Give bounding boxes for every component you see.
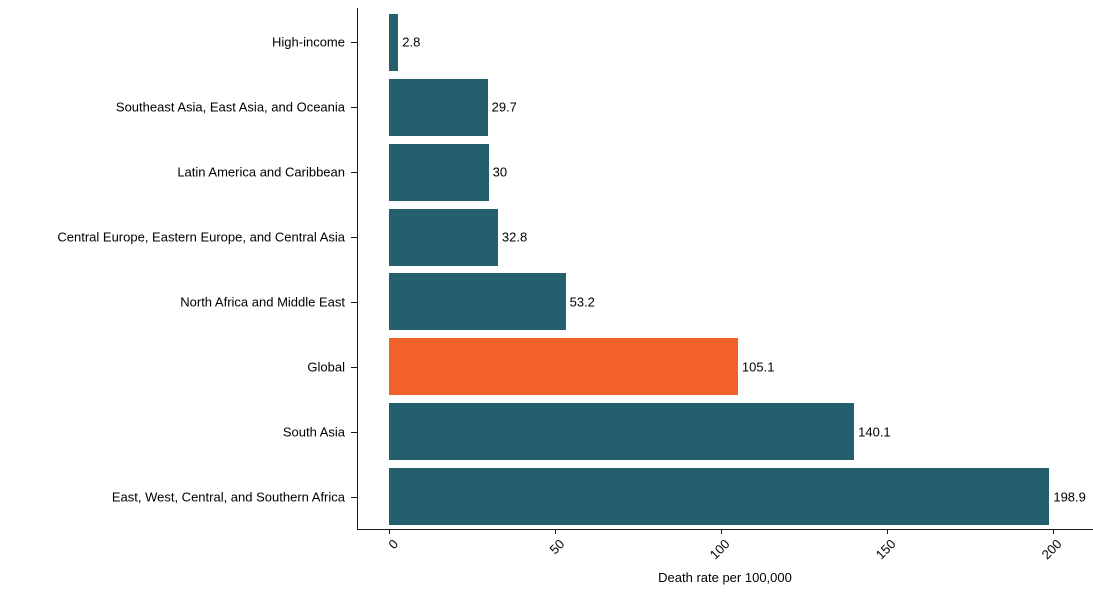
y-tick-mark (351, 496, 357, 498)
value-label: 198.9 (1053, 489, 1086, 505)
bar-segment (389, 13, 399, 71)
bar-segment (389, 208, 498, 266)
bar-segment (389, 78, 488, 136)
y-tick-mark (351, 42, 357, 44)
bar-segment (389, 468, 1050, 526)
value-label: 29.7 (491, 99, 517, 115)
value-label: 53.2 (569, 294, 595, 310)
x-tick-mark (1053, 529, 1054, 534)
bar-highlighted (389, 338, 738, 396)
category-label: Southeast Asia, East Asia, and Oceania (115, 99, 345, 115)
x-tick-mark (555, 529, 556, 534)
y-tick-mark (351, 301, 357, 303)
category-label: Latin America and Caribbean (177, 164, 345, 180)
value-label: 30 (492, 164, 508, 180)
category-label: East, West, Central, and Southern Africa (111, 489, 345, 505)
y-axis-line (357, 8, 358, 529)
x-tick-label: 0 (385, 536, 401, 553)
y-tick-mark (351, 366, 357, 368)
bar-segment (389, 403, 855, 461)
category-label: South Asia (282, 424, 345, 440)
x-tick-mark (389, 529, 390, 534)
x-tick-label: 150 (872, 536, 899, 563)
y-tick-mark (351, 237, 357, 239)
value-label: 105.1 (741, 359, 775, 375)
bar-segment (389, 143, 489, 201)
bar-segment (389, 273, 566, 331)
category-label: Central Europe, Eastern Europe, and Cent… (57, 229, 345, 245)
value-label: 32.8 (501, 229, 528, 245)
value-label: 2.8 (402, 34, 421, 50)
y-tick-mark (351, 107, 357, 109)
x-tick-label: 100 (706, 536, 733, 563)
x-tick-label: 200 (1038, 536, 1065, 563)
x-tick-label: 50 (546, 536, 567, 558)
x-tick-mark (721, 529, 722, 534)
y-tick-mark (351, 172, 357, 174)
category-label: Global (307, 359, 345, 375)
category-label: High-income (272, 34, 345, 50)
value-label: 140.1 (858, 424, 891, 440)
x-axis-title: Death rate per 100,000 (658, 570, 792, 585)
category-label: North Africa and Middle East (180, 294, 345, 310)
y-tick-mark (351, 431, 357, 433)
x-tick-mark (887, 529, 888, 534)
x-axis-line (357, 529, 1093, 530)
